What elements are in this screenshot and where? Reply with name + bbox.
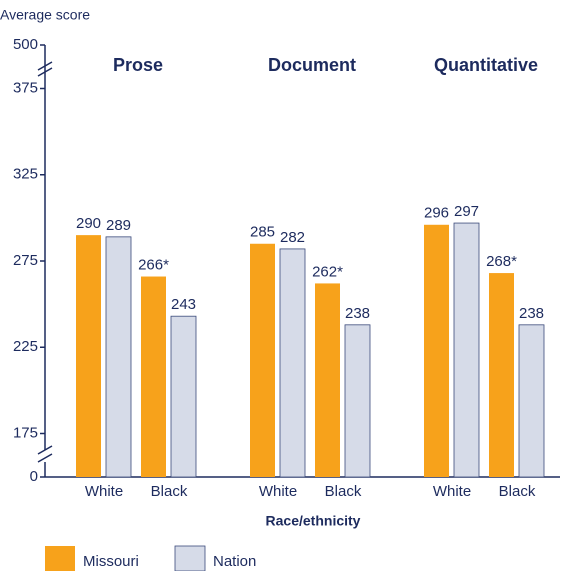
bar: [344, 324, 371, 478]
y-axis-label: Average score: [0, 7, 90, 23]
value-label: 296: [424, 205, 449, 222]
bar: [518, 324, 545, 478]
x-tick-label: White: [433, 483, 471, 500]
y-tick-label: 175: [13, 424, 38, 441]
legend-label: Missouri: [83, 553, 139, 570]
axis-gap: [40, 450, 50, 462]
y-tick-label: 325: [13, 166, 38, 183]
value-label: 262*: [312, 263, 343, 280]
group-title: Document: [268, 55, 356, 75]
bar: [453, 222, 480, 478]
bar: [170, 315, 197, 478]
x-tick-label: Black: [499, 483, 536, 500]
legend-swatch: [174, 545, 206, 571]
y-tick-label: 225: [13, 338, 38, 355]
axis-break: [37, 61, 53, 77]
value-label: 266*: [138, 256, 169, 273]
group-title: Quantitative: [434, 55, 538, 75]
value-label: 282: [280, 229, 305, 246]
bar: [424, 224, 449, 477]
bar: [489, 273, 514, 477]
bar: [141, 276, 166, 477]
x-tick-label: Black: [325, 483, 362, 500]
group-title: Prose: [113, 55, 163, 75]
bar: [315, 283, 340, 477]
axis-break: [37, 445, 53, 463]
x-axis-label: Race/ethnicity: [266, 513, 361, 529]
y-tick-label: 375: [13, 79, 38, 96]
y-tick-label: 500: [13, 36, 38, 53]
x-tick-label: White: [85, 483, 123, 500]
bar: [105, 236, 132, 478]
x-tick-label: Black: [151, 483, 188, 500]
y-tick-label: 275: [13, 252, 38, 269]
y-tick-label: 0: [30, 468, 38, 485]
value-label: 290: [76, 215, 101, 232]
value-label: 268*: [486, 253, 517, 270]
value-label: 297: [454, 203, 479, 220]
value-label: 285: [250, 224, 275, 241]
legend-swatch: [45, 546, 75, 571]
value-label: 243: [171, 296, 196, 313]
value-label: 238: [345, 305, 370, 322]
bar: [250, 243, 275, 477]
value-label: 289: [106, 217, 131, 234]
x-tick-label: White: [259, 483, 297, 500]
bar: [279, 248, 306, 478]
legend-label: Nation: [213, 553, 256, 570]
value-label: 238: [519, 305, 544, 322]
bar: [76, 235, 101, 477]
